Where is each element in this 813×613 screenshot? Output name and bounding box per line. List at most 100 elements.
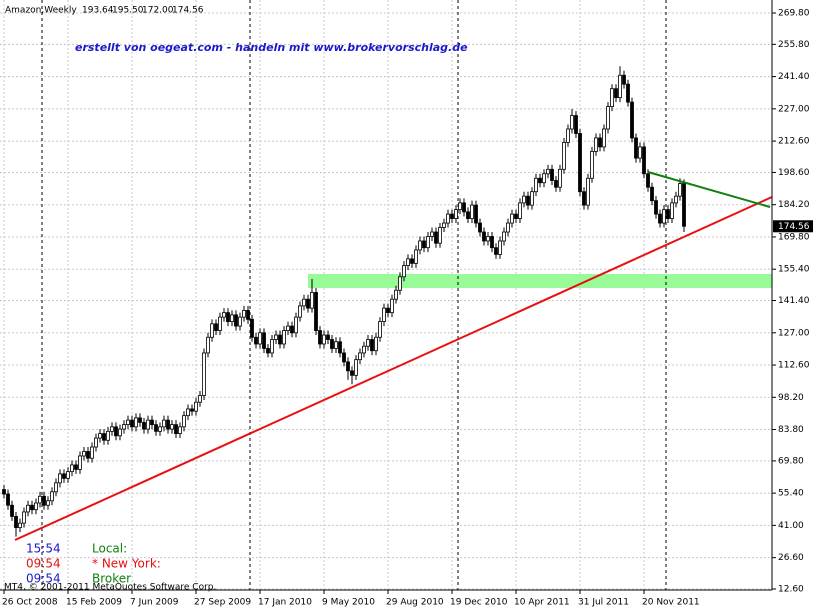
candle-body <box>334 341 338 349</box>
candle-body <box>514 213 518 219</box>
candle-body <box>254 336 258 345</box>
candle-body <box>530 191 534 206</box>
candle-body <box>222 312 226 318</box>
candle-body <box>110 426 114 432</box>
candle-body <box>682 183 686 227</box>
candle-body <box>130 419 134 428</box>
candle-body <box>338 341 342 354</box>
candle-body <box>194 401 198 412</box>
last-open: 193.64 <box>82 6 114 16</box>
candle-body <box>278 334 282 345</box>
y-tick-label: 12.60 <box>778 584 804 594</box>
candle-body <box>286 325 290 331</box>
candle-body <box>154 424 158 432</box>
candle-body <box>574 115 578 134</box>
candle-body <box>442 222 446 228</box>
candle-body <box>198 395 202 403</box>
candle-body <box>490 236 494 249</box>
candle-body <box>6 493 10 506</box>
candle-body <box>462 202 466 213</box>
y-tick-label: 198.60 <box>778 168 810 178</box>
last-price-label: 174.56 <box>778 222 810 232</box>
x-tick-label: 20 Nov 2011 <box>642 598 700 608</box>
clock-time: 09:54 <box>26 572 61 586</box>
candle-body <box>274 334 278 340</box>
candle-body <box>54 482 58 493</box>
y-tick-label: 141.40 <box>778 296 810 306</box>
y-tick-label: 169.80 <box>778 232 810 242</box>
candle-body <box>634 137 638 159</box>
candle-body <box>438 227 442 244</box>
clock-label: Broker <box>92 572 131 586</box>
candle-body <box>134 417 138 428</box>
candle-body <box>466 211 470 219</box>
candle-body <box>94 437 98 448</box>
candle-body <box>398 276 402 291</box>
chart-title: Amazon,Weekly <box>5 6 77 16</box>
candle-body <box>246 309 250 320</box>
candle-body <box>410 258 414 264</box>
candle-body <box>170 424 174 430</box>
candle-body <box>562 142 566 170</box>
candle-body <box>586 177 590 206</box>
candle-body <box>546 168 550 175</box>
candle-body <box>402 265 406 278</box>
x-tick-label: 19 Dec 2010 <box>450 598 508 608</box>
last-close: 174.56 <box>172 6 204 16</box>
annotation: erstellt von oegeat.com - handeln mit ww… <box>75 41 468 54</box>
y-tick-label: 241.40 <box>778 72 810 82</box>
candle-body <box>98 433 102 439</box>
y-tick-label: 255.80 <box>778 40 810 50</box>
candle-body <box>406 258 410 267</box>
candle-body <box>46 500 50 506</box>
candle-body <box>298 305 302 318</box>
last-high: 195.50 <box>112 6 144 16</box>
drawings-front <box>14 171 773 541</box>
y-tick-label: 127.00 <box>778 328 810 338</box>
axes: 269.80 255.80 241.40 227.00 212.60 198.60 184.… <box>2 8 813 608</box>
candle-body <box>262 332 266 349</box>
candle-body <box>506 222 510 233</box>
candle-body <box>14 516 18 529</box>
clock-label: Local: <box>92 542 127 556</box>
candle-body <box>650 186 654 202</box>
x-tick-label: 9 May 2010 <box>322 598 375 608</box>
x-tick-label: 17 Jan 2010 <box>258 598 312 608</box>
y-tick-label: 98.20 <box>778 393 804 403</box>
candle-body <box>370 339 374 352</box>
candle-body <box>314 292 318 331</box>
candle-body <box>486 236 490 242</box>
candle-body <box>606 106 610 130</box>
candle-body <box>126 419 130 426</box>
candle-body <box>626 83 630 103</box>
candle-body <box>178 426 182 434</box>
candle-body <box>678 183 682 197</box>
y-tick-label: 212.60 <box>778 137 810 147</box>
candle-body <box>18 522 22 529</box>
y-tick-label: 41.00 <box>778 521 804 531</box>
candle-body <box>594 137 598 152</box>
candle-body <box>378 321 382 338</box>
candle-body <box>614 88 618 99</box>
candle-body <box>234 314 238 327</box>
y-tick-label: 227.00 <box>778 104 810 114</box>
candle-body <box>570 115 574 130</box>
candle-body <box>166 419 170 430</box>
x-tick-label: 29 Aug 2010 <box>386 598 444 608</box>
candle-body <box>582 191 586 206</box>
candle-body <box>306 298 310 309</box>
grid <box>0 0 772 590</box>
y-tick-label: 184.20 <box>778 200 810 210</box>
candle-body <box>182 415 186 428</box>
candle-body <box>202 352 206 396</box>
candle-body <box>226 312 230 322</box>
candle-body <box>618 74 622 99</box>
candle-body <box>526 195 530 206</box>
candle-body <box>522 195 526 204</box>
candle-body <box>366 339 370 347</box>
candle-body <box>162 419 166 428</box>
candle-body <box>158 426 162 432</box>
candle-body <box>218 316 222 331</box>
candle-body <box>538 177 542 184</box>
